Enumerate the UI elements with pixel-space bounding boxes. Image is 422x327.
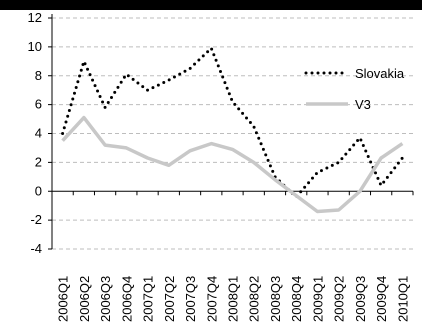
x-tick-label: 2006Q4 <box>119 276 134 322</box>
x-tick-label: 2009Q2 <box>332 276 347 322</box>
y-tick-label: -4 <box>30 241 42 256</box>
x-tick-label: 2010Q1 <box>395 276 410 322</box>
x-tick-label: 2008Q3 <box>268 276 283 322</box>
y-tick-label: 12 <box>28 10 42 25</box>
legend-label: V3 <box>355 97 371 112</box>
y-tick-label: 2 <box>35 154 42 169</box>
x-tick-label: 2007Q2 <box>162 276 177 322</box>
x-tick-label: 2006Q3 <box>98 276 113 322</box>
top-border-bar <box>0 0 422 10</box>
x-tick-label: 2009Q4 <box>374 276 389 322</box>
y-tick-label: 4 <box>35 126 42 141</box>
series-line-slovakia <box>61 46 404 199</box>
x-tick-label: 2006Q2 <box>77 276 92 322</box>
x-tick-label: 2007Q3 <box>183 276 198 322</box>
x-tick-label: 2006Q1 <box>56 276 71 322</box>
x-tick-label: 2007Q1 <box>141 276 156 322</box>
y-tick-label: 10 <box>28 39 42 54</box>
y-tick-label: -2 <box>30 212 42 227</box>
x-tick-label: 2008Q2 <box>247 276 262 322</box>
y-tick-label: 8 <box>35 68 42 83</box>
x-tick-label: 2009Q1 <box>310 276 325 322</box>
x-tick-label: 2008Q1 <box>226 276 241 322</box>
y-tick-label: 6 <box>35 97 42 112</box>
series-line-v3 <box>61 115 404 214</box>
y-tick-label: 0 <box>35 183 42 198</box>
x-tick-label: 2008Q4 <box>289 276 304 322</box>
legend-label: Slovakia <box>355 66 405 81</box>
x-tick-label: 2007Q4 <box>204 276 219 322</box>
x-tick-label: 2009Q3 <box>353 276 368 322</box>
